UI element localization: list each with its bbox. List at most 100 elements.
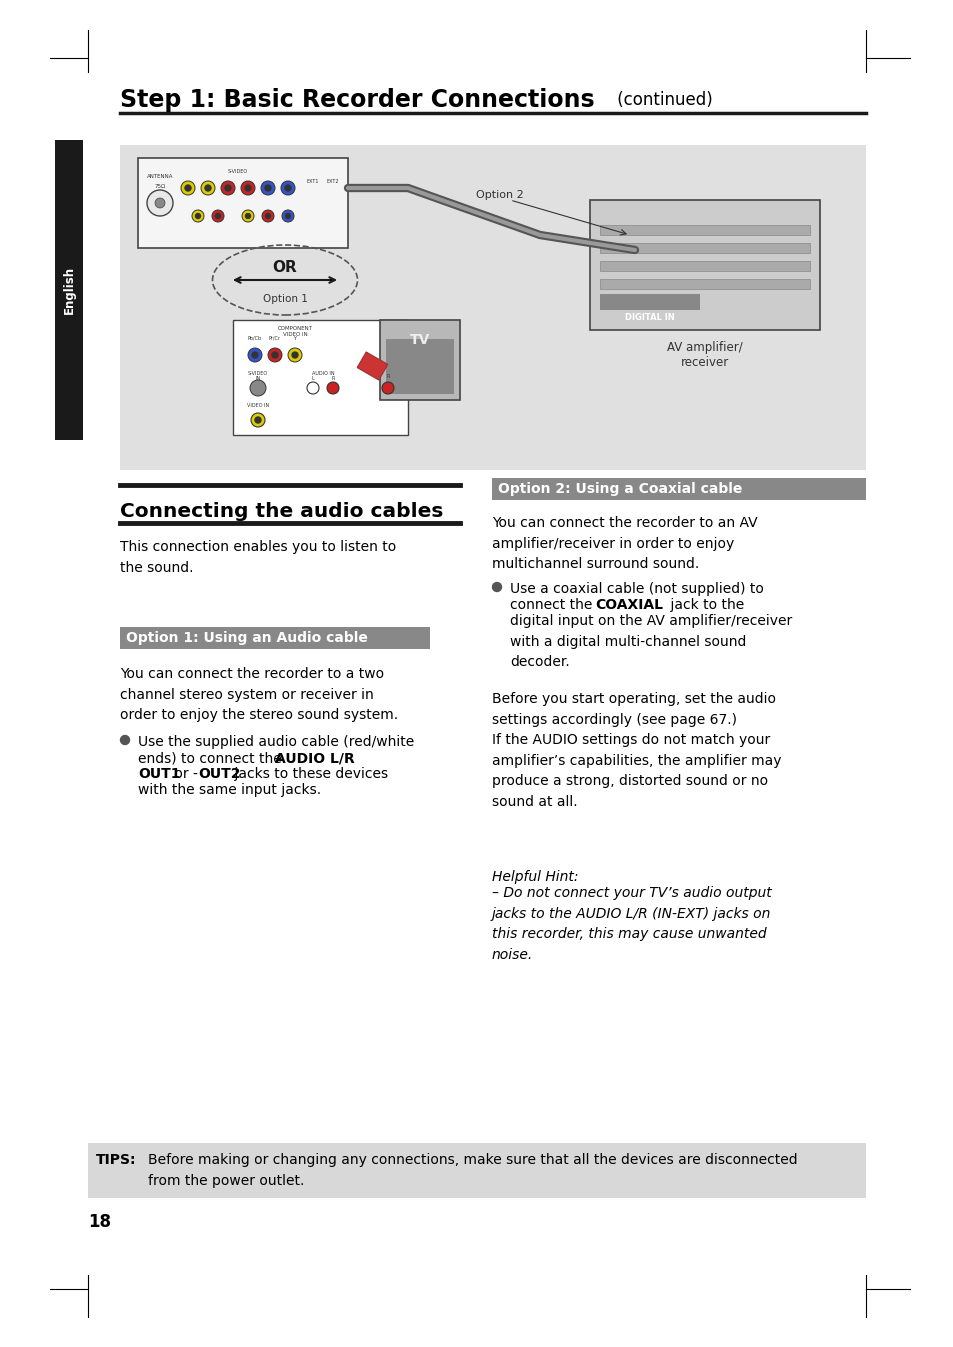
- Circle shape: [221, 180, 234, 195]
- Circle shape: [262, 210, 274, 222]
- Circle shape: [250, 380, 266, 396]
- Bar: [379, 321, 459, 400]
- Text: TV: TV: [410, 333, 430, 348]
- Text: with the same input jacks.: with the same input jacks.: [138, 783, 321, 797]
- Text: English: English: [63, 265, 75, 314]
- Bar: [356, 352, 388, 380]
- Text: COMPONENT: COMPONENT: [277, 326, 313, 331]
- Text: ANTENNA: ANTENNA: [147, 174, 173, 179]
- Circle shape: [185, 185, 191, 191]
- Bar: [599, 279, 809, 290]
- Bar: [88, 1144, 865, 1197]
- Circle shape: [492, 582, 501, 591]
- Text: L: L: [312, 376, 314, 381]
- Text: You can connect the recorder to an AV
amplifier/receiver in order to enjoy
multi: You can connect the recorder to an AV am…: [492, 516, 757, 571]
- Bar: [599, 225, 809, 234]
- Text: Helpful Hint:: Helpful Hint:: [492, 870, 578, 884]
- Circle shape: [241, 180, 254, 195]
- Text: – Do not connect your TV’s audio output
jacks to the AUDIO L/R (IN-EXT) jacks on: – Do not connect your TV’s audio output …: [492, 886, 771, 962]
- Text: This connection enables you to listen to
the sound.: This connection enables you to listen to…: [120, 540, 395, 575]
- Text: Before you start operating, set the audio
settings accordingly (see page 67.)
If: Before you start operating, set the audi…: [492, 692, 781, 810]
- Bar: [599, 261, 809, 271]
- Text: 75Ω: 75Ω: [154, 183, 166, 189]
- Bar: [138, 158, 348, 248]
- Text: S-VIDEO: S-VIDEO: [248, 370, 268, 376]
- Text: Pb/Cb: Pb/Cb: [248, 335, 262, 341]
- Text: Use the supplied audio cable (red/white: Use the supplied audio cable (red/white: [138, 735, 414, 749]
- Circle shape: [272, 352, 277, 358]
- Text: OR: OR: [273, 260, 297, 275]
- Circle shape: [268, 348, 282, 362]
- Text: COAXIAL: COAXIAL: [595, 598, 662, 612]
- Text: (continued): (continued): [612, 92, 712, 109]
- Bar: [599, 242, 809, 253]
- Circle shape: [215, 214, 220, 218]
- Circle shape: [245, 185, 251, 191]
- Text: EXT2: EXT2: [327, 179, 339, 185]
- Circle shape: [327, 383, 338, 395]
- Text: Use a coaxial cable (not supplied) to: Use a coaxial cable (not supplied) to: [510, 582, 763, 595]
- Circle shape: [120, 735, 130, 745]
- Text: Y: Y: [294, 335, 296, 341]
- Circle shape: [225, 185, 231, 191]
- Circle shape: [181, 180, 194, 195]
- Circle shape: [154, 198, 165, 207]
- Text: Connecting the audio cables: Connecting the audio cables: [120, 502, 443, 521]
- Text: You can connect the recorder to a two
channel stereo system or receiver in
order: You can connect the recorder to a two ch…: [120, 667, 397, 722]
- Text: Option 2: Option 2: [476, 190, 523, 199]
- Text: or -: or -: [170, 766, 197, 781]
- Text: Option 1: Using an Audio cable: Option 1: Using an Audio cable: [126, 630, 368, 645]
- Circle shape: [248, 348, 262, 362]
- Text: IN: IN: [255, 376, 260, 381]
- Text: AV amplifier/: AV amplifier/: [666, 342, 742, 354]
- Bar: [120, 626, 430, 649]
- Text: VIDEO IN: VIDEO IN: [282, 331, 307, 337]
- Text: TIPS:: TIPS:: [96, 1153, 136, 1167]
- Text: Before making or changing any connections, make sure that all the devices are di: Before making or changing any connection…: [148, 1153, 797, 1188]
- Bar: [599, 294, 700, 310]
- Circle shape: [285, 185, 291, 191]
- Text: ends) to connect the: ends) to connect the: [138, 752, 286, 765]
- Text: Option 2: Using a Coaxial cable: Option 2: Using a Coaxial cable: [497, 482, 741, 496]
- Text: receiver: receiver: [680, 357, 728, 369]
- Circle shape: [285, 214, 291, 218]
- Text: VIDEO IN: VIDEO IN: [247, 403, 269, 408]
- Circle shape: [381, 383, 394, 395]
- Text: OUT2: OUT2: [198, 766, 240, 781]
- Bar: [589, 199, 820, 330]
- Circle shape: [265, 185, 271, 191]
- Circle shape: [212, 210, 224, 222]
- Text: Pr/Cr: Pr/Cr: [269, 335, 281, 341]
- Circle shape: [265, 214, 271, 218]
- Circle shape: [281, 180, 294, 195]
- Text: R: R: [386, 374, 389, 379]
- Text: EXT1: EXT1: [307, 179, 319, 185]
- Circle shape: [195, 214, 200, 218]
- Text: AUDIO IN: AUDIO IN: [312, 370, 334, 376]
- Circle shape: [245, 214, 251, 218]
- Text: digital input on the AV amplifier/receiver
with a digital multi-channel sound
de: digital input on the AV amplifier/receiv…: [510, 614, 791, 669]
- Circle shape: [292, 352, 297, 358]
- Text: jacks to these devices: jacks to these devices: [230, 766, 388, 781]
- Circle shape: [205, 185, 211, 191]
- Bar: [120, 145, 865, 470]
- Circle shape: [252, 352, 257, 358]
- Text: AUDIO L/R: AUDIO L/R: [274, 752, 355, 765]
- Text: jack to the: jack to the: [665, 598, 743, 612]
- Text: DIGITAL IN: DIGITAL IN: [624, 314, 674, 322]
- Circle shape: [251, 414, 265, 427]
- Text: OUT1: OUT1: [138, 766, 180, 781]
- Text: R: R: [331, 376, 335, 381]
- Circle shape: [261, 180, 274, 195]
- Bar: [386, 339, 454, 395]
- Text: 18: 18: [88, 1214, 111, 1231]
- Bar: [492, 478, 865, 500]
- Text: S-VIDEO: S-VIDEO: [228, 168, 248, 174]
- Circle shape: [282, 210, 294, 222]
- Circle shape: [192, 210, 204, 222]
- Bar: [55, 140, 83, 440]
- Circle shape: [307, 383, 318, 395]
- Circle shape: [254, 418, 261, 423]
- Circle shape: [147, 190, 172, 216]
- Circle shape: [288, 348, 302, 362]
